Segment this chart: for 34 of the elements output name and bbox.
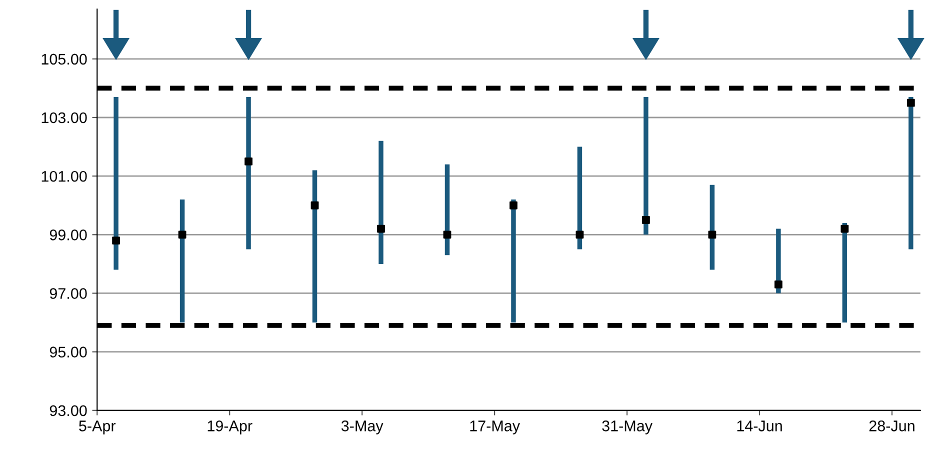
x-tick-label: 14-Jun [737,420,782,432]
y-tick-label: 105.00 [42,54,87,65]
x-tick-label: 28-Jun [869,420,914,432]
y-tick-label: 99.00 [50,230,87,240]
point [178,230,186,239]
x-tick-label: 31-May [602,420,652,434]
y-tick-label: 101.00 [42,170,87,182]
point [576,230,584,239]
bar [312,170,318,323]
bar [908,96,914,250]
y-tick-label: 93.00 [50,405,87,416]
point [112,236,120,244]
x-tick-label: 5-Apr [79,420,116,434]
bar [644,96,648,235]
point [510,201,518,210]
bar [511,200,516,323]
x-tick-label: 3-May [341,420,384,434]
bar [378,140,384,264]
point [708,230,716,239]
y-tick-label: 97.00 [50,288,87,299]
y-tick-label: 95.00 [50,346,87,358]
point [642,216,650,224]
x-tick-label: 17-May [470,420,520,434]
bar [246,96,251,250]
point [840,224,849,233]
bar [114,96,118,270]
point [443,230,452,239]
point [244,157,252,166]
point [774,280,782,288]
x-tick-label: 19-Apr [208,420,252,434]
point [377,224,385,233]
y-tick-label: 103.00 [42,112,87,124]
point [310,201,319,210]
point [906,98,915,107]
